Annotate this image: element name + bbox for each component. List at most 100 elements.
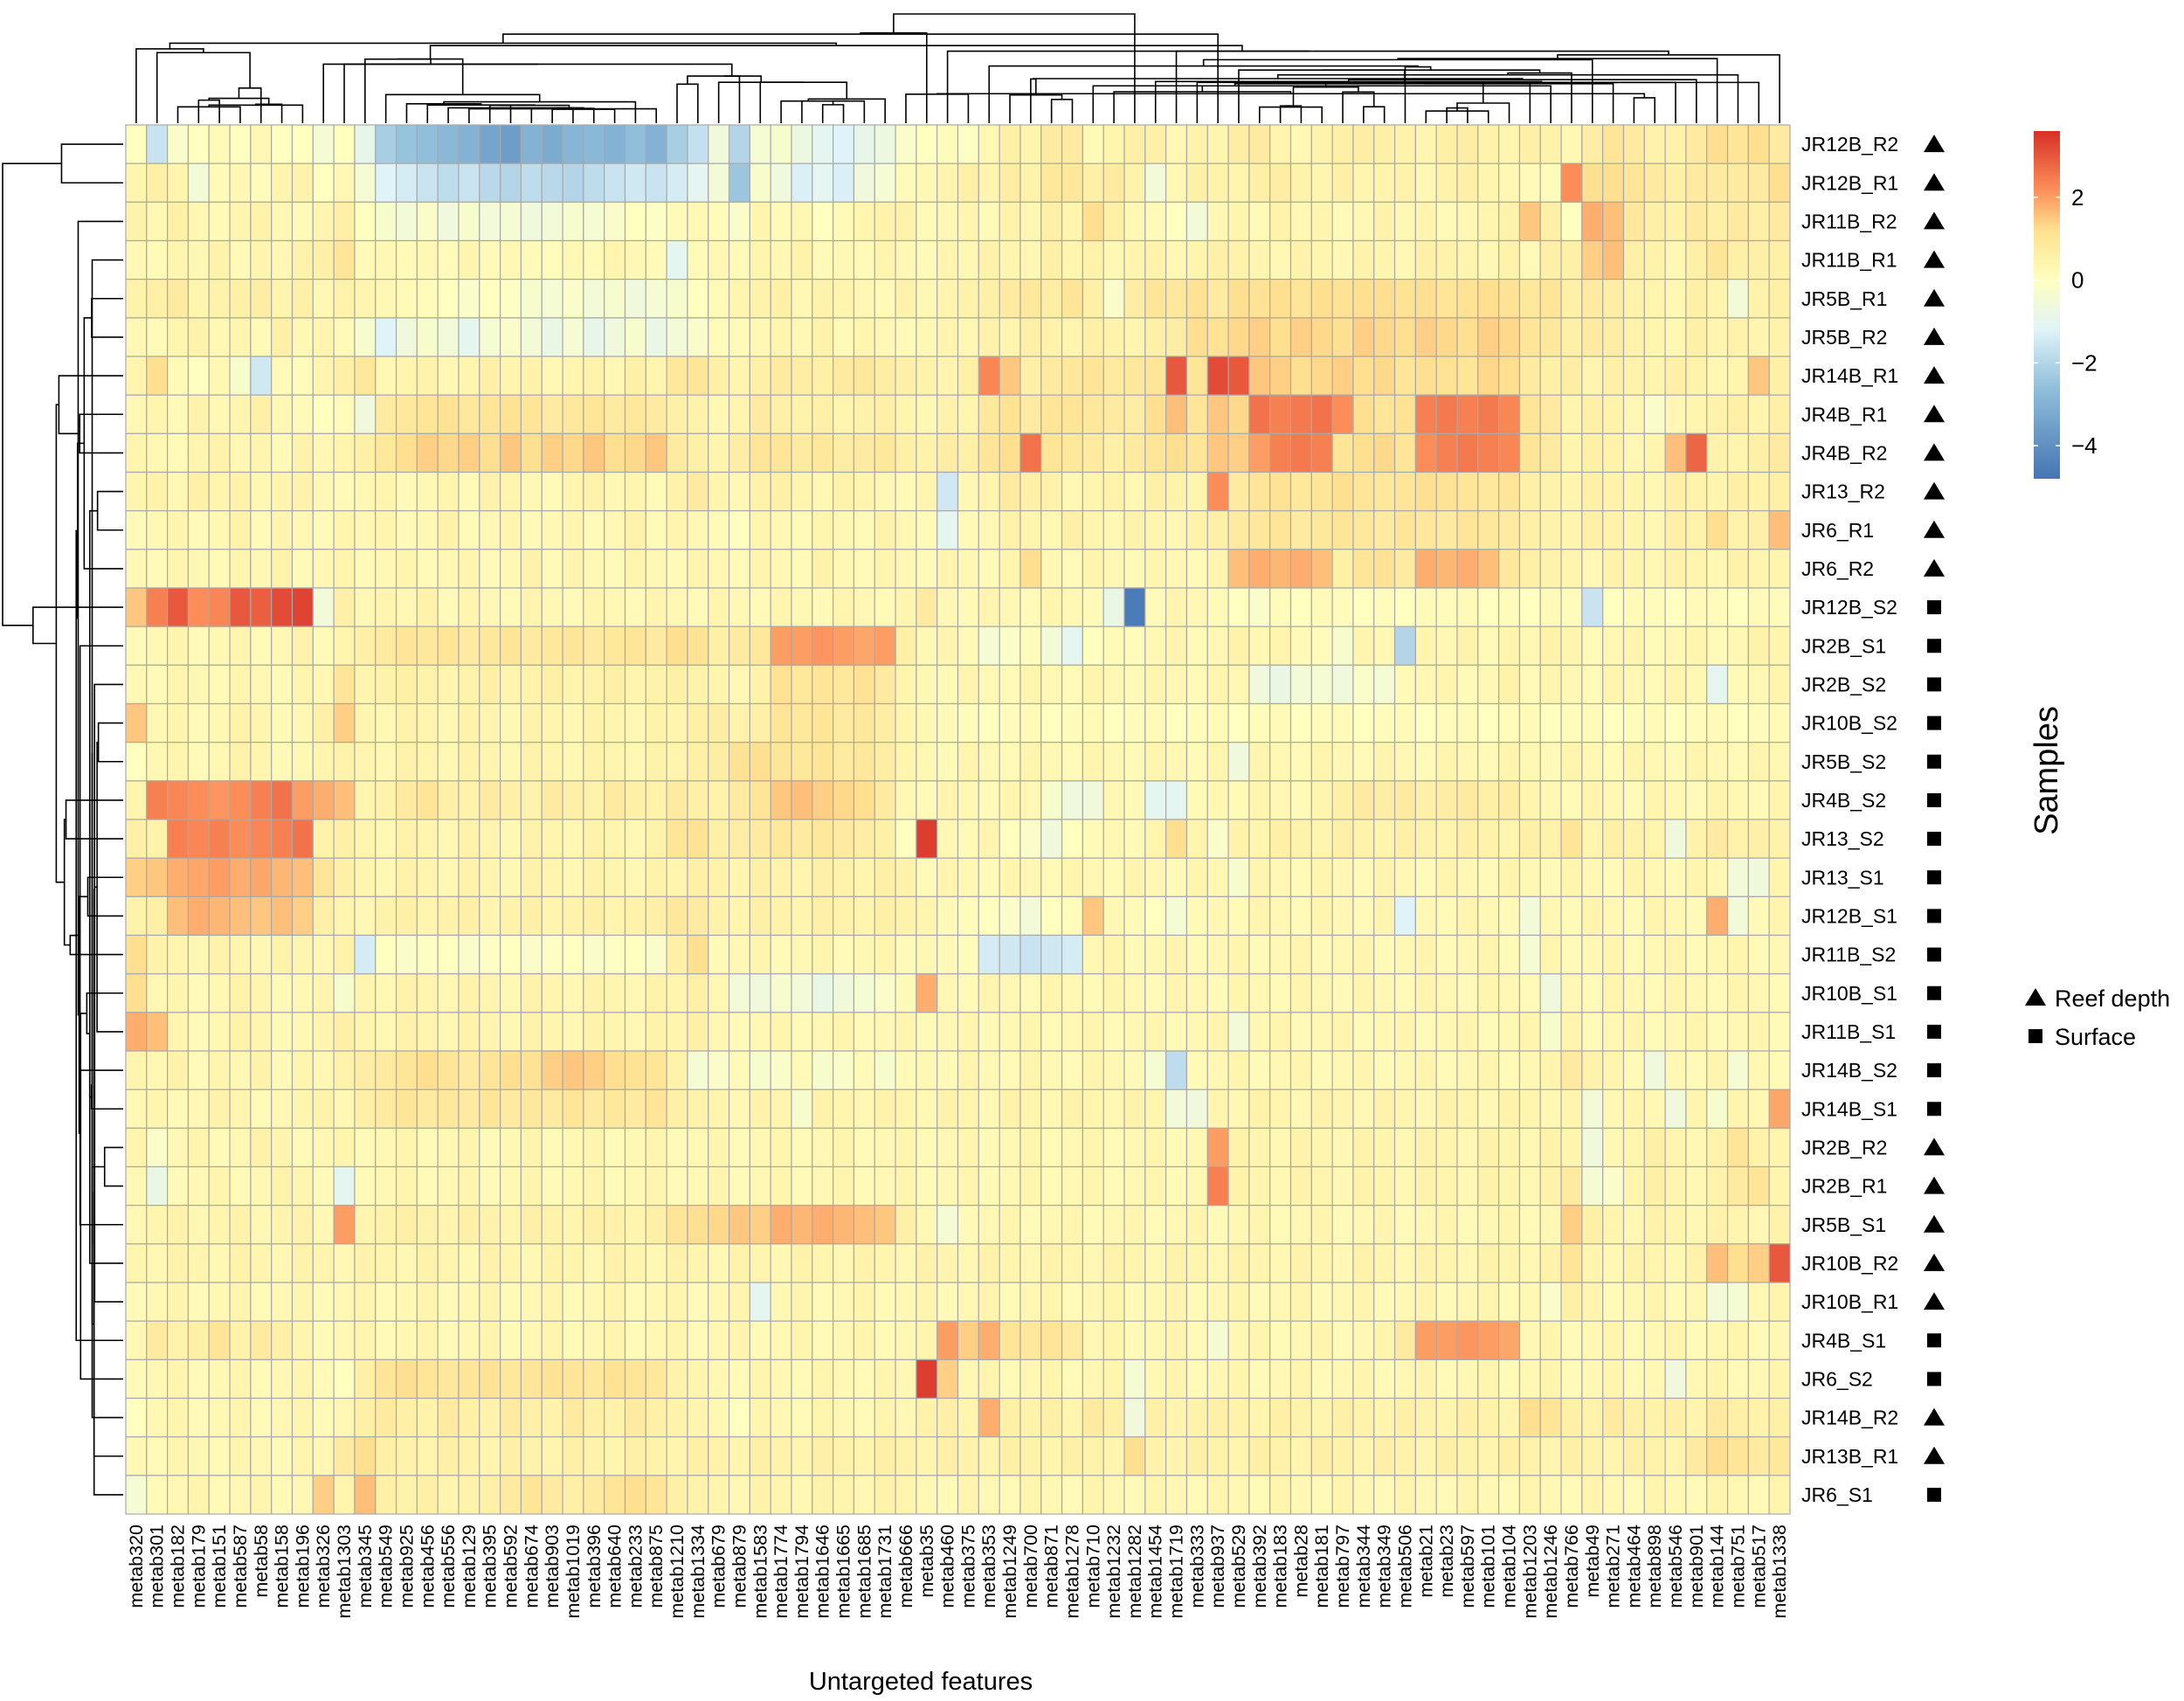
heatmap-cell bbox=[604, 780, 626, 820]
heatmap-cell bbox=[1393, 510, 1416, 550]
heatmap-cell bbox=[1102, 1127, 1125, 1168]
heatmap-cell bbox=[1622, 664, 1645, 705]
heatmap-cell bbox=[208, 857, 231, 897]
heatmap-cell bbox=[1227, 1397, 1250, 1438]
heatmap-cell bbox=[479, 934, 501, 975]
heatmap-cell bbox=[791, 201, 813, 242]
heatmap-cell bbox=[1373, 1359, 1396, 1400]
heatmap-cell bbox=[1498, 1320, 1521, 1360]
heatmap-cell bbox=[895, 1165, 917, 1207]
heatmap-cell bbox=[1518, 471, 1541, 512]
heatmap-cell bbox=[395, 201, 418, 242]
heatmap-cell bbox=[708, 1089, 730, 1129]
heatmap-cell bbox=[458, 702, 480, 743]
heatmap-cell bbox=[1643, 1359, 1666, 1400]
heatmap-cell bbox=[1248, 162, 1271, 203]
heatmap-cell bbox=[520, 702, 543, 743]
heatmap-cell bbox=[728, 1012, 750, 1052]
heatmap-cell bbox=[1123, 510, 1146, 550]
heatmap-cell bbox=[895, 471, 917, 512]
heatmap-cell bbox=[1622, 1475, 1645, 1515]
heatmap-cell bbox=[291, 1475, 314, 1515]
heatmap-cell bbox=[1227, 549, 1250, 589]
heatmap-cell bbox=[437, 1475, 460, 1515]
heatmap-cell bbox=[1165, 819, 1188, 859]
heatmap-cell bbox=[687, 742, 709, 782]
heatmap-cell bbox=[1518, 1205, 1541, 1245]
row-label: JR5B_R2 bbox=[1801, 326, 1887, 349]
heatmap-cell bbox=[375, 317, 397, 357]
heatmap-cell bbox=[1622, 626, 1645, 666]
heatmap-cell bbox=[728, 317, 750, 357]
heatmap-cell bbox=[1061, 1436, 1083, 1476]
heatmap-cell bbox=[1581, 742, 1604, 782]
heatmap-cell bbox=[624, 356, 646, 396]
heatmap-cell bbox=[250, 626, 273, 666]
heatmap-cell bbox=[1123, 239, 1146, 280]
heatmap-cell bbox=[604, 1397, 626, 1438]
heatmap-cell bbox=[458, 742, 480, 782]
heatmap-cell bbox=[1019, 702, 1042, 743]
heatmap-cell bbox=[812, 857, 834, 897]
heatmap-cell bbox=[604, 1127, 626, 1168]
heatmap-cell bbox=[1706, 1475, 1729, 1515]
dendrogram-branch bbox=[1276, 73, 1739, 123]
heatmap-cell bbox=[853, 664, 875, 705]
column-label: metab898 bbox=[1644, 1525, 1665, 1608]
row-label: JR10B_S1 bbox=[1801, 982, 1897, 1005]
heatmap-cell bbox=[978, 317, 1000, 357]
heatmap-cell bbox=[1123, 1282, 1146, 1322]
column-label: metab1338 bbox=[1769, 1525, 1790, 1619]
heatmap-cell bbox=[978, 626, 1000, 666]
heatmap-cell bbox=[208, 356, 231, 396]
heatmap-cell bbox=[1435, 549, 1458, 589]
heatmap-cell bbox=[354, 1012, 377, 1052]
heatmap-cell bbox=[874, 279, 896, 319]
heatmap-cell bbox=[541, 1397, 563, 1438]
heatmap-cell bbox=[770, 510, 792, 550]
heatmap-cell bbox=[125, 1089, 148, 1129]
heatmap-cell bbox=[312, 317, 335, 357]
heatmap-cell bbox=[1352, 742, 1375, 782]
heatmap-cell bbox=[520, 819, 543, 859]
heatmap-cell bbox=[1560, 1012, 1583, 1052]
heatmap-cell bbox=[749, 742, 771, 782]
heatmap-cell bbox=[1269, 162, 1292, 203]
heatmap-cell bbox=[562, 1012, 584, 1052]
heatmap-cell bbox=[624, 1282, 646, 1322]
heatmap-cell bbox=[479, 1165, 501, 1207]
heatmap-cell bbox=[895, 124, 917, 164]
heatmap-cell bbox=[1040, 549, 1063, 589]
heatmap-cell bbox=[208, 1359, 231, 1400]
row-dendrogram bbox=[2, 143, 123, 1496]
heatmap-cell bbox=[1602, 162, 1625, 203]
heatmap-cell bbox=[271, 895, 294, 937]
heatmap-cell bbox=[1310, 124, 1333, 164]
heatmap-cell bbox=[1019, 973, 1042, 1013]
heatmap-cell bbox=[1726, 1165, 1749, 1207]
heatmap-cell bbox=[250, 934, 273, 975]
heatmap-cell bbox=[1206, 1050, 1229, 1090]
heatmap-cell bbox=[645, 471, 667, 512]
heatmap-cell bbox=[375, 934, 397, 975]
heatmap-cell bbox=[957, 1012, 979, 1052]
heatmap-cell bbox=[146, 549, 169, 589]
dendrogram-branch bbox=[103, 1146, 123, 1187]
heatmap-cell bbox=[437, 317, 460, 357]
heatmap-cell bbox=[1518, 1050, 1541, 1090]
heatmap-cell bbox=[1726, 162, 1749, 203]
heatmap-cell bbox=[1685, 742, 1708, 782]
heatmap-cell bbox=[541, 317, 563, 357]
heatmap-cell bbox=[1019, 587, 1042, 627]
heatmap-cell bbox=[1622, 1050, 1645, 1090]
heatmap-cell bbox=[500, 895, 522, 937]
heatmap-cell bbox=[1123, 1320, 1146, 1360]
heatmap-cell bbox=[229, 201, 252, 242]
heatmap-cell bbox=[395, 780, 418, 820]
heatmap-cell bbox=[957, 1165, 979, 1207]
heatmap-cell bbox=[874, 1282, 896, 1322]
heatmap-cell bbox=[1498, 1165, 1521, 1207]
heatmap-cell bbox=[791, 1012, 813, 1052]
heatmap-cell bbox=[437, 742, 460, 782]
heatmap-cell bbox=[1248, 317, 1271, 357]
